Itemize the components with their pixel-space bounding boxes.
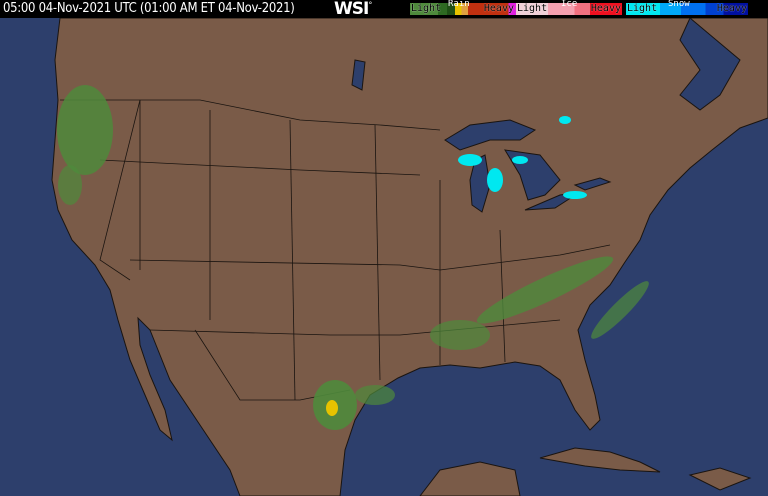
- legend-ice-title: Ice: [561, 0, 578, 9]
- lake-winnipeg: [351, 59, 366, 91]
- yucatan: [419, 461, 521, 496]
- rain-southeast-band: [476, 256, 614, 324]
- header-bar: 05:00 04-Nov-2021 UTC (01:00 AM ET 04-No…: [0, 0, 768, 19]
- rain-pacific-northwest: [57, 85, 113, 175]
- legend-snow-title: Snow: [668, 0, 690, 9]
- legend-rain-light: Light: [411, 3, 442, 14]
- lake-superior: [444, 119, 537, 151]
- legend-ice: Light Ice Heavy: [516, 0, 622, 15]
- rain-atlantic: [591, 281, 649, 339]
- lake-ontario: [573, 177, 612, 191]
- lake-michigan: [469, 154, 491, 213]
- rain-texas-coast: [355, 385, 395, 405]
- north-america-land: [51, 17, 768, 496]
- rain-northern-california: [58, 165, 82, 205]
- legend-snow-light: Light: [627, 3, 658, 14]
- legend-snow-heavy: Heavy: [716, 3, 747, 14]
- snow-great-lakes-1: [458, 154, 482, 166]
- legend-rain: Light Rain Heavy: [410, 0, 522, 15]
- legend-rain-title: Rain: [448, 0, 470, 9]
- hispaniola: [688, 467, 752, 491]
- legend-ice-light: Light: [517, 3, 548, 14]
- logo-mark: °: [368, 0, 372, 10]
- rain-gulf-coast: [430, 320, 490, 350]
- canadian-maritimes: [679, 17, 741, 111]
- cuba: [539, 447, 661, 473]
- logo-text: WSI: [334, 0, 369, 19]
- rain-texas-heavy: [326, 400, 338, 416]
- timestamp: 05:00 04-Nov-2021 UTC (01:00 AM ET 04-No…: [3, 1, 295, 16]
- legend-ice-heavy: Heavy: [590, 3, 621, 14]
- legend-snow: Light Snow Heavy: [626, 0, 748, 15]
- snow-great-lakes-4: [512, 156, 528, 164]
- snow-ontario: [559, 116, 571, 124]
- snow-great-lakes-3: [563, 191, 587, 199]
- wsi-logo: WSI°: [334, 0, 372, 19]
- snow-great-lakes-2: [487, 168, 503, 192]
- legend-rain-heavy: Heavy: [483, 3, 514, 14]
- precipitation: [57, 85, 649, 430]
